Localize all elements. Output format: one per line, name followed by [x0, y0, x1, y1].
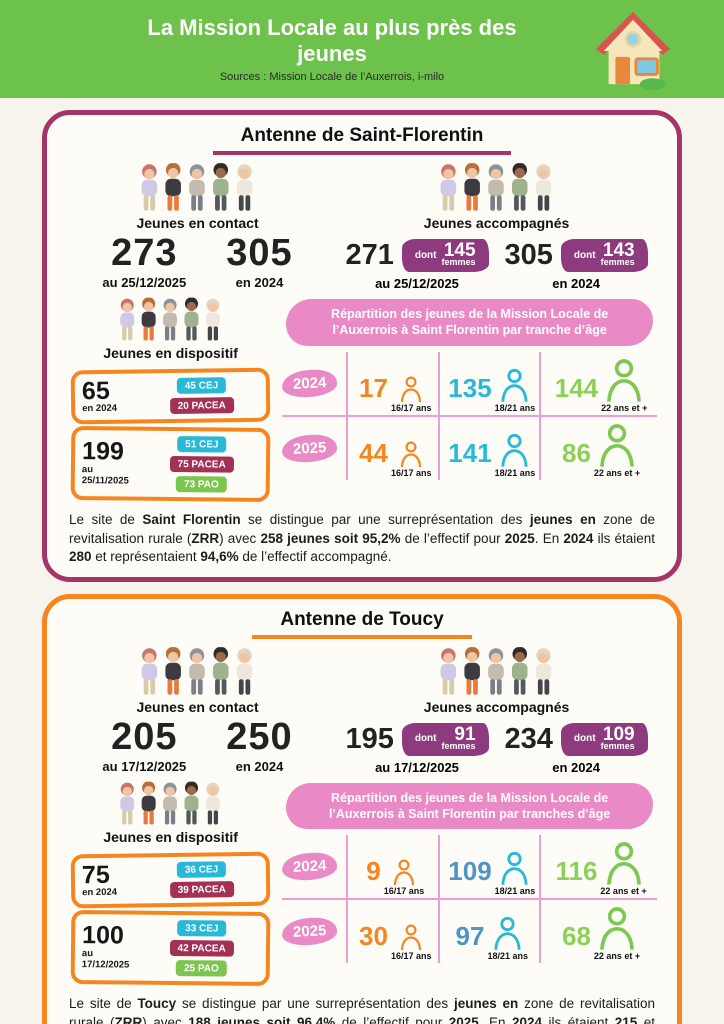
repartition-panel: Répartition des jeunes de la Mission Loc…	[278, 297, 661, 503]
stat-accompagnes-2024: 234 dont 109 femmes en 2024	[505, 723, 648, 775]
stat-contact-current: 273 au 25/12/2025	[102, 232, 187, 290]
summary-text: Le site de Toucy se distingue par une su…	[69, 995, 656, 1024]
stat-contact-2024: 305 en 2024	[226, 232, 293, 290]
pao-badge: 73 PAO	[175, 476, 227, 493]
header-banner: La Mission Locale au plus près des jeune…	[0, 0, 724, 98]
person-icon: 22 ans et +	[594, 423, 640, 478]
person-icon: 18/21 ans	[495, 368, 535, 413]
jeunes-en-dispositif-label: Jeunes en dispositif	[103, 345, 238, 361]
person-icon: 22 ans et +	[600, 841, 647, 896]
stat-accompagnes-current: 271 dont 145 femmes au 25/12/2025	[345, 239, 489, 291]
stat-contact-2024: 250 en 2024	[226, 715, 293, 774]
person-icon: 16/17 ans	[391, 441, 432, 478]
jeunes-en-contact-block: Jeunes en contact 205 au 17/12/2025 250 …	[63, 647, 332, 775]
section-title: Antenne de Saint-Florentin	[63, 125, 661, 155]
age-cell-22-plus: 68 22 ans et +	[539, 898, 657, 964]
year-label: 2024	[281, 352, 346, 415]
person-icon: 22 ans et +	[594, 906, 640, 961]
jeunes-en-dispositif-label: Jeunes en dispositif	[103, 828, 238, 845]
femmes-badge: dont 109 femmes	[560, 722, 648, 756]
repartition-title: Répartition des jeunes de la Mission Loc…	[286, 299, 653, 346]
cej-badge: 33 CEJ	[177, 919, 227, 937]
repartition-grid: 2024 9 16/17 ans 109 18/21 ans	[281, 835, 657, 964]
age-cell-22-plus: 144 22 ans et +	[539, 351, 657, 415]
person-icon: 18/21 ans	[495, 851, 535, 896]
repartition-panel: Répartition des jeunes de la Mission Loc…	[278, 781, 661, 987]
people-group-illustration	[437, 647, 557, 697]
people-group-illustration	[437, 163, 557, 213]
dispositif-current-box: 199 au 25/11/2025 51 CEJ 75 PACEA 73 PAO	[70, 425, 271, 503]
age-cell-18-21: 141 18/21 ans	[438, 414, 540, 480]
stat-accompagnes-2024: 305 dont 143 femmes en 2024	[505, 239, 648, 291]
header-text-block: La Mission Locale au plus près des jeune…	[127, 15, 537, 84]
cej-badge: 45 CEJ	[176, 377, 227, 394]
femmes-badge: dont 91 femmes	[401, 722, 489, 756]
repartition-title: Répartition des jeunes de la Mission Loc…	[286, 782, 653, 830]
year-label: 2024	[281, 835, 346, 898]
jeunes-accompagnes-label: Jeunes accompagnés	[423, 698, 570, 715]
pacea-badge: 39 PACEA	[169, 880, 234, 898]
age-cell-22-plus: 86 22 ans et +	[539, 414, 657, 480]
stat-contact-current: 205 au 17/12/2025	[102, 715, 187, 774]
year-label: 2025	[281, 898, 347, 963]
repartition-grid: 2024 17 16/17 ans 135 18/21 ans	[281, 351, 657, 480]
age-cell-22-plus: 116 22 ans et +	[539, 835, 657, 899]
age-cell-16-17: 9 16/17 ans	[346, 835, 438, 899]
cej-badge: 51 CEJ	[177, 436, 227, 453]
age-cell-18-21: 109 18/21 ans	[438, 835, 539, 899]
person-icon: 18/21 ans	[487, 916, 528, 961]
summary-text: Le site de Saint Florentin se distingue …	[69, 512, 656, 565]
age-cell-16-17: 17 16/17 ans	[346, 351, 438, 415]
pao-badge: 25 PAO	[175, 959, 227, 977]
jeunes-en-contact-block: Jeunes en contact 273 au 25/12/2025 305 …	[63, 163, 332, 291]
age-cell-18-21: 135 18/21 ans	[438, 351, 539, 415]
jeunes-en-contact-label: Jeunes en contact	[136, 215, 259, 231]
age-cell-16-17: 44 16/17 ans	[346, 414, 439, 480]
age-cell-16-17: 30 16/17 ans	[346, 898, 439, 964]
person-icon: 18/21 ans	[495, 433, 535, 478]
person-icon: 16/17 ans	[391, 376, 432, 413]
section-card-saint-florentin: Antenne de Saint-Florentin Jeunes en con…	[42, 110, 682, 582]
people-group-illustration	[117, 781, 225, 827]
cej-badge: 36 CEJ	[176, 861, 227, 878]
femmes-badge: dont 145 femmes	[401, 239, 489, 272]
jeunes-en-contact-label: Jeunes en contact	[136, 698, 259, 715]
year-label: 2025	[281, 414, 347, 480]
dispositif-2024-box: 65 en 2024 45 CEJ 20 PACEA	[70, 367, 271, 425]
stat-accompagnes-current: 195 dont 91 femmes au 17/12/2025	[345, 722, 489, 775]
people-group-illustration	[117, 297, 225, 343]
age-cell-18-21: 97 18/21 ans	[438, 898, 540, 964]
dispositif-current-box: 100 au 17/12/2025 33 CEJ 42 PACEA 25 PAO	[70, 909, 271, 986]
jeunes-accompagnes-label: Jeunes accompagnés	[423, 215, 570, 231]
house-icon	[595, 11, 671, 91]
femmes-badge: dont 143 femmes	[560, 239, 648, 272]
pacea-badge: 75 PACEA	[169, 455, 234, 473]
section-card-toucy: Antenne de Toucy Jeunes en contact 205 a…	[42, 593, 682, 1024]
dispositif-2024-box: 75 en 2024 36 CEJ 39 PACEA	[70, 851, 271, 909]
jeunes-en-dispositif-block: Jeunes en dispositif 75 en 2024 36 CEJ 3…	[63, 781, 278, 987]
person-icon: 22 ans et +	[601, 358, 647, 413]
pacea-badge: 20 PACEA	[169, 397, 234, 415]
people-group-illustration	[138, 647, 258, 697]
person-icon: 16/17 ans	[391, 924, 432, 961]
page-title: La Mission Locale au plus près des jeune…	[147, 14, 517, 66]
pacea-badge: 42 PACEA	[169, 939, 234, 957]
person-icon: 16/17 ans	[384, 859, 424, 896]
jeunes-en-dispositif-block: Jeunes en dispositif 65 en 2024 45 CEJ 2…	[63, 297, 278, 503]
jeunes-accompagnes-block: Jeunes accompagnés 195 dont 91 femmes	[332, 647, 661, 775]
jeunes-accompagnes-block: Jeunes accompagnés 271 dont 145 femmes	[332, 163, 661, 291]
sources-caption: Sources : Mission Locale de l’Auxerrois,…	[219, 71, 445, 84]
section-title: Antenne de Toucy	[63, 609, 661, 639]
people-group-illustration	[138, 163, 258, 213]
